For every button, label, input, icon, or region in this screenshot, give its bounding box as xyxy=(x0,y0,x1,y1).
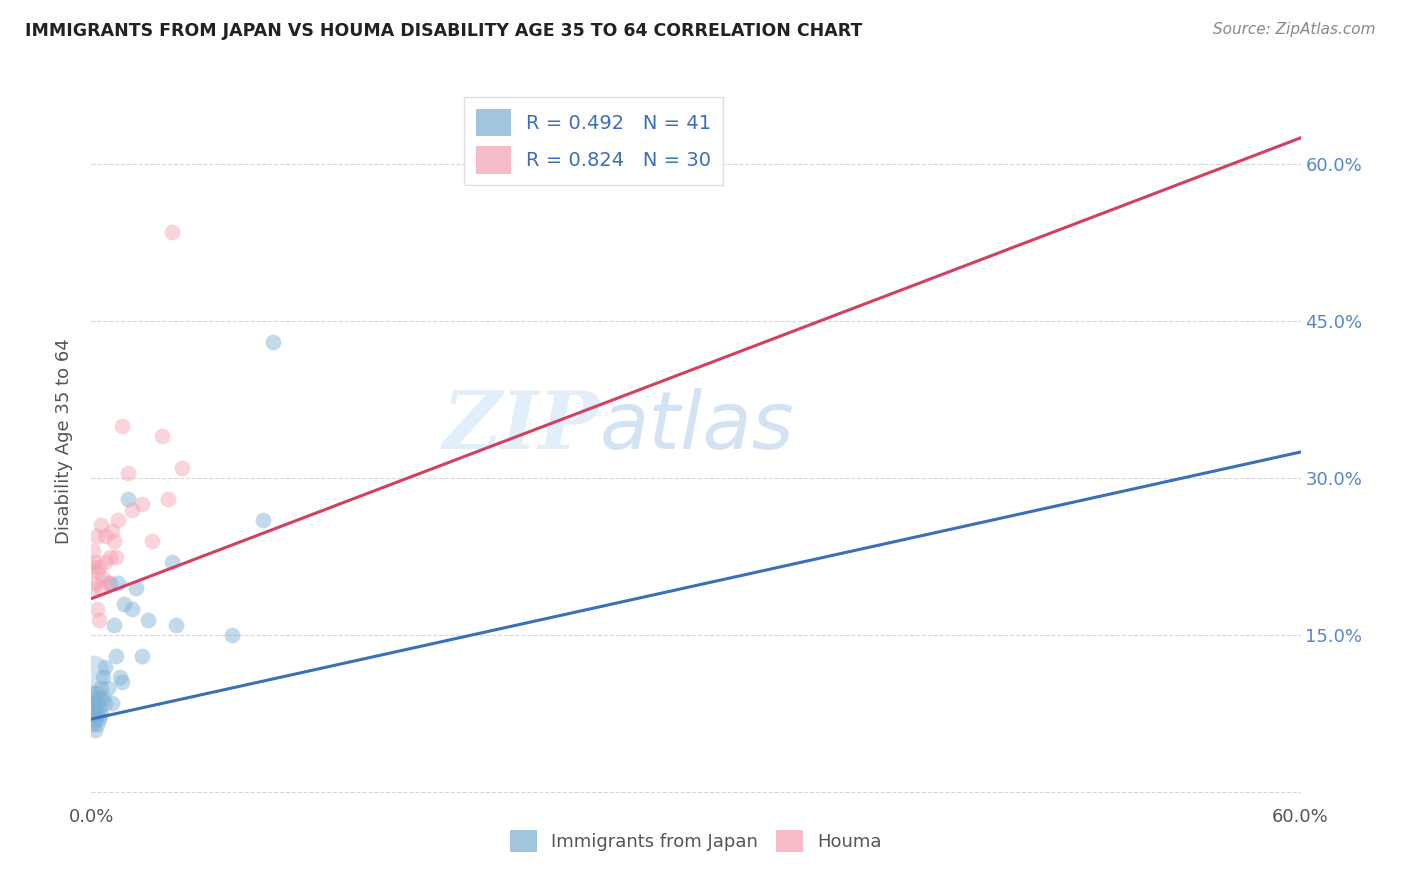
Point xyxy=(82,701,104,715)
Point xyxy=(262,334,284,349)
Point xyxy=(86,602,108,616)
Point xyxy=(165,617,187,632)
Point xyxy=(86,717,108,731)
Point xyxy=(89,701,111,715)
Point xyxy=(121,602,143,616)
Point xyxy=(84,701,107,715)
Point xyxy=(94,529,117,543)
Point xyxy=(104,649,127,664)
Point xyxy=(94,696,117,710)
Point xyxy=(93,691,115,706)
Point xyxy=(94,555,117,569)
Point xyxy=(100,524,122,538)
Point xyxy=(156,492,179,507)
Point xyxy=(89,560,111,574)
Text: Source: ZipAtlas.com: Source: ZipAtlas.com xyxy=(1212,22,1375,37)
Text: ZIP: ZIP xyxy=(443,388,599,466)
Point xyxy=(82,581,104,595)
Y-axis label: Disability Age 35 to 64: Disability Age 35 to 64 xyxy=(55,339,73,544)
Point xyxy=(82,717,104,731)
Point xyxy=(84,712,107,726)
Legend: Immigrants from Japan, Houma: Immigrants from Japan, Houma xyxy=(502,822,890,859)
Point xyxy=(84,691,107,706)
Point xyxy=(94,659,117,673)
Point xyxy=(136,613,159,627)
Point xyxy=(93,670,115,684)
Point xyxy=(82,560,104,574)
Point xyxy=(96,681,118,695)
Point xyxy=(90,518,112,533)
Point xyxy=(90,681,112,695)
Point xyxy=(86,566,108,580)
Point xyxy=(86,696,108,710)
Point xyxy=(221,628,243,642)
Point xyxy=(84,575,107,590)
Point xyxy=(98,575,121,590)
Point xyxy=(89,613,111,627)
Point xyxy=(150,429,173,443)
Point xyxy=(131,649,153,664)
Point xyxy=(90,706,112,721)
Point xyxy=(117,466,139,480)
Point xyxy=(90,581,112,595)
Point xyxy=(108,670,131,684)
Point xyxy=(98,549,121,564)
Point xyxy=(82,686,104,700)
Point xyxy=(89,691,111,706)
Point xyxy=(82,665,104,679)
Point xyxy=(84,723,107,737)
Point xyxy=(103,617,125,632)
Point xyxy=(112,597,135,611)
Point xyxy=(121,502,143,516)
Point xyxy=(100,696,122,710)
Point xyxy=(84,555,107,569)
Point xyxy=(160,555,183,569)
Point xyxy=(141,534,163,549)
Point xyxy=(172,460,194,475)
Point xyxy=(93,571,115,585)
Point xyxy=(131,497,153,511)
Point xyxy=(82,696,104,710)
Point xyxy=(111,675,132,690)
Point xyxy=(82,544,104,558)
Point xyxy=(107,513,129,527)
Point xyxy=(104,549,127,564)
Point xyxy=(160,225,183,239)
Point xyxy=(89,712,111,726)
Point xyxy=(96,575,118,590)
Point xyxy=(103,534,125,549)
Point xyxy=(117,492,139,507)
Point xyxy=(82,706,104,721)
Point xyxy=(125,581,148,595)
Text: IMMIGRANTS FROM JAPAN VS HOUMA DISABILITY AGE 35 TO 64 CORRELATION CHART: IMMIGRANTS FROM JAPAN VS HOUMA DISABILIT… xyxy=(25,22,863,40)
Point xyxy=(107,575,129,590)
Point xyxy=(252,513,274,527)
Point xyxy=(111,418,132,433)
Point xyxy=(86,529,108,543)
Point xyxy=(86,686,108,700)
Text: atlas: atlas xyxy=(599,388,794,467)
Point xyxy=(86,706,108,721)
